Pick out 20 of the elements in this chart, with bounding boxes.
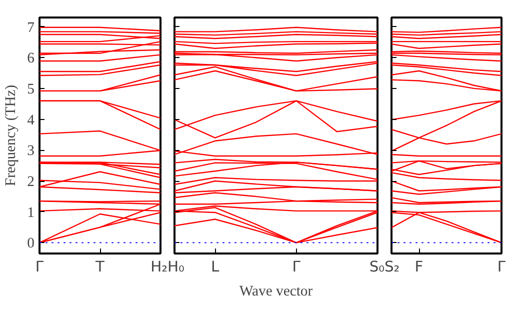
x-tick-label: Γ <box>35 258 44 276</box>
y-tick-label: 2 <box>27 174 34 190</box>
y-tick-label: 5 <box>27 81 34 98</box>
y-axis-title: Frequency (THz) <box>3 84 20 186</box>
x-axis-title: Wave vector <box>239 284 313 300</box>
y-tick-label: 0 <box>27 236 34 252</box>
y-tick-label: 1 <box>27 204 34 221</box>
x-tick-label: F <box>414 258 424 276</box>
x-tick-label: Γ <box>292 258 302 276</box>
x-tick-label: T <box>94 258 105 276</box>
y-tick-label: 6 <box>27 50 34 67</box>
x-tick-label: S₀ <box>369 258 385 276</box>
y-tick-label: 3 <box>27 143 34 160</box>
x-tick-label: H₂ <box>150 258 168 276</box>
x-tick-label: L <box>211 258 220 276</box>
y-tick-label: 7 <box>27 20 34 36</box>
y-tick-label: 4 <box>27 112 36 128</box>
x-tick-label: H₀ <box>168 258 185 276</box>
x-tick-label: Γ <box>497 258 506 276</box>
x-tick-label: S₂ <box>384 258 400 276</box>
